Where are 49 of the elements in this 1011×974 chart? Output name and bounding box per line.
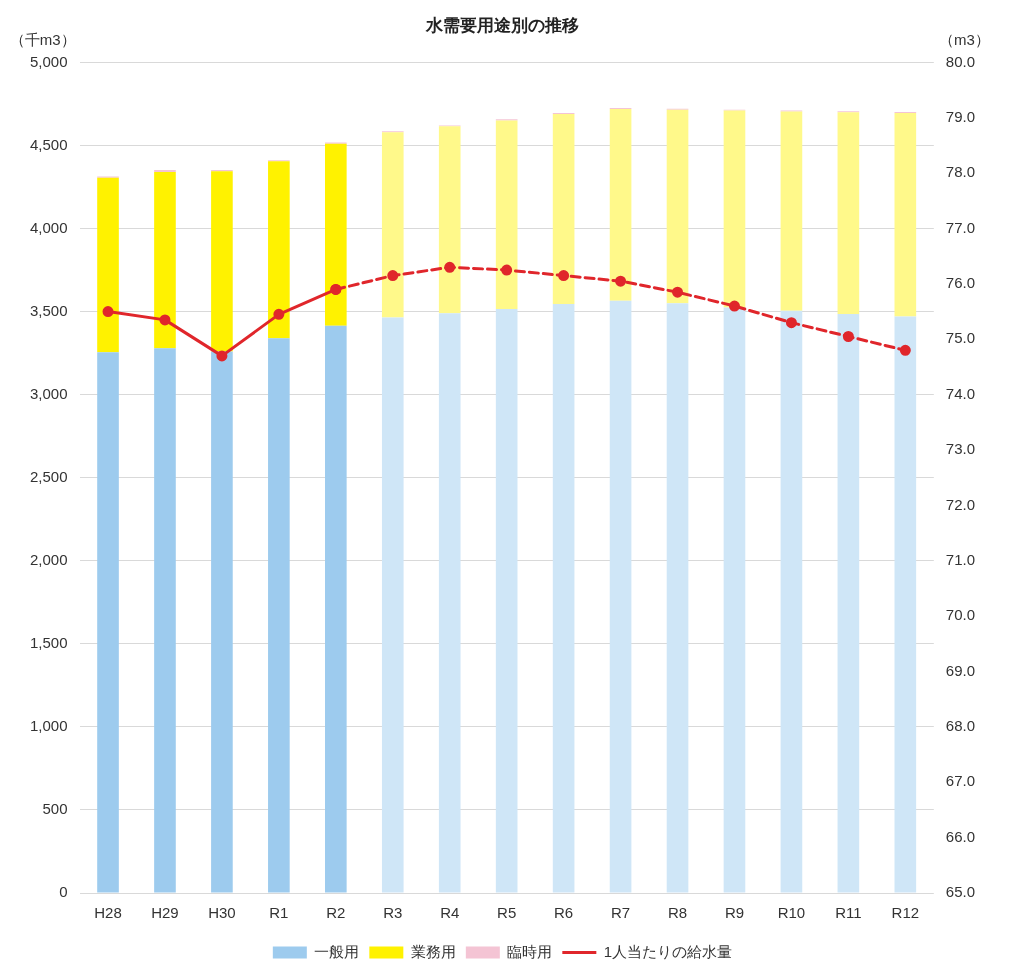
x-tick-label: R5: [497, 904, 517, 922]
y2-tick-label: 77.0: [945, 218, 976, 236]
x-tick-label: R6: [554, 904, 574, 922]
x-tick-label: R2: [326, 904, 346, 922]
y-tick-label: 2,000: [29, 550, 68, 568]
x-tick-label: R1: [269, 904, 289, 922]
y2-tick-label: 66.0: [945, 827, 976, 845]
y2-tick-label: 69.0: [945, 661, 976, 679]
y-tick-label: 1,000: [29, 717, 68, 735]
legend-label: 業務用: [410, 942, 456, 960]
y-tick-label: 4,000: [29, 218, 68, 236]
y-tick-label: 0: [59, 883, 68, 901]
y2-axis-title: （m3）: [938, 30, 990, 48]
chart-title: 水需要用途別の推移: [425, 15, 579, 35]
y2-tick-label: 79.0: [945, 107, 976, 125]
x-tick-label: R4: [440, 904, 460, 922]
y2-tick-label: 74.0: [945, 384, 976, 402]
x-tick-label: R11: [835, 904, 862, 922]
y-axis-title: （千m3）: [9, 30, 76, 48]
y2-tick-label: 71.0: [945, 550, 976, 568]
x-tick-label: H28: [94, 904, 122, 922]
y-tick-label: 3,500: [29, 301, 68, 319]
y2-tick-label: 68.0: [945, 717, 976, 735]
legend-label: 1人当たりの給水量: [603, 942, 733, 960]
x-tick-label: H30: [208, 904, 236, 922]
x-tick-label: R7: [610, 904, 631, 922]
x-tick-label: R9: [724, 904, 745, 922]
y2-tick-label: 80.0: [945, 52, 976, 70]
y2-tick-label: 73.0: [945, 440, 976, 458]
y2-tick-label: 72.0: [945, 495, 976, 513]
y2-tick-label: 75.0: [945, 329, 976, 347]
y2-tick-label: 70.0: [945, 606, 976, 624]
x-tick-label: H29: [151, 904, 179, 922]
y2-tick-label: 78.0: [945, 163, 976, 181]
y2-tick-label: 76.0: [945, 274, 976, 292]
x-tick-label: R3: [383, 904, 403, 922]
x-tick-label: R12: [891, 904, 920, 922]
y-tick-label: 5,000: [29, 52, 68, 70]
x-tick-label: R8: [667, 904, 688, 922]
y-tick-label: 1,500: [29, 633, 68, 651]
y-tick-label: 4,500: [29, 135, 68, 153]
legend-label: 臨時用: [507, 942, 553, 960]
y-tick-label: 2,500: [29, 467, 68, 485]
x-tick-label: R10: [777, 904, 806, 922]
y-tick-label: 3,000: [29, 384, 68, 402]
legend-label: 一般用: [314, 942, 360, 960]
y-tick-label: 500: [42, 800, 68, 818]
y2-tick-label: 67.0: [945, 772, 976, 790]
y2-tick-label: 65.0: [945, 883, 976, 901]
